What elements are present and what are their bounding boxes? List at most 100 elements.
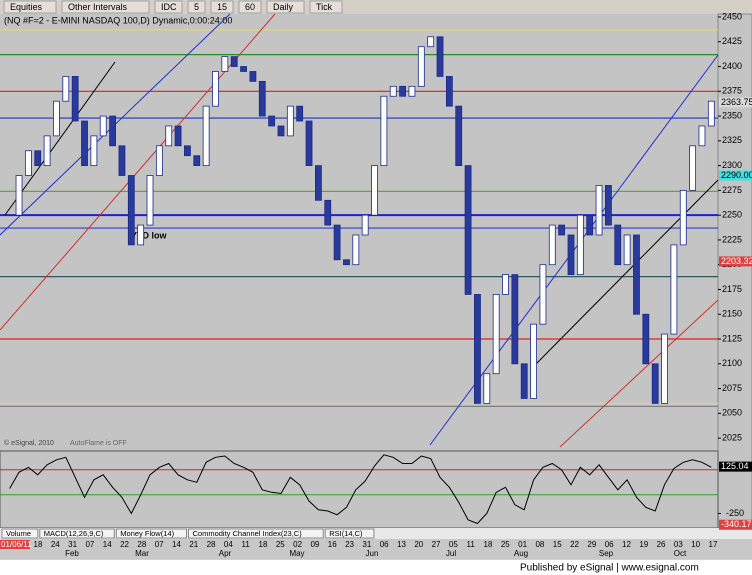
candle bbox=[127, 175, 135, 246]
candle bbox=[277, 125, 285, 137]
toolbar-label[interactable]: 60 bbox=[245, 2, 255, 12]
candle bbox=[212, 71, 219, 107]
toolbar-label[interactable]: Daily bbox=[273, 2, 294, 12]
candle bbox=[389, 85, 397, 97]
x-tick-label: 07 bbox=[155, 540, 164, 549]
toolbar-button[interactable] bbox=[61, 0, 150, 14]
y-tick-label: 2100 bbox=[722, 358, 742, 368]
x-tick-label: 21 bbox=[189, 540, 198, 549]
candle bbox=[417, 46, 425, 87]
toolbar-button[interactable] bbox=[3, 0, 57, 14]
month-label: Jul bbox=[446, 549, 456, 558]
x-tick-label: 31 bbox=[68, 540, 77, 549]
x-tick-label: 04 bbox=[224, 540, 233, 549]
x-tick-label: 13 bbox=[397, 540, 406, 549]
x-tick-label: 07 bbox=[85, 540, 94, 549]
trendline bbox=[4, 61, 116, 216]
toolbar-button[interactable] bbox=[266, 0, 305, 14]
start-date: 01/06/11 bbox=[1, 540, 32, 549]
trendline bbox=[0, 13, 276, 331]
tab[interactable] bbox=[324, 528, 375, 539]
candle bbox=[315, 165, 322, 201]
date-axis bbox=[0, 539, 752, 559]
candle bbox=[380, 95, 388, 167]
candle bbox=[99, 115, 107, 137]
price-label-box bbox=[719, 170, 752, 181]
tab[interactable] bbox=[115, 528, 187, 539]
x-tick-label: 18 bbox=[259, 540, 268, 549]
candle bbox=[586, 214, 594, 236]
candle bbox=[474, 294, 481, 404]
x-tick-label: 03 bbox=[674, 540, 683, 549]
candle bbox=[333, 224, 341, 261]
tab-label[interactable]: Money Flow(14) bbox=[120, 529, 174, 538]
tab-label[interactable]: MACD(12,26,9,C) bbox=[44, 529, 104, 538]
candle bbox=[361, 214, 369, 236]
x-tick-label: 06 bbox=[605, 540, 614, 549]
month-label: Sep bbox=[599, 549, 614, 558]
x-tick-label: 05 bbox=[449, 540, 458, 549]
x-tick-label: 06 bbox=[380, 540, 389, 549]
x-tick-label: 25 bbox=[501, 540, 510, 549]
toolbar-label[interactable]: Equities bbox=[10, 2, 43, 12]
candle bbox=[371, 165, 378, 216]
candle bbox=[305, 120, 313, 167]
footer: Published by eSignal | www.esignal.com bbox=[520, 563, 699, 574]
tab[interactable] bbox=[39, 528, 115, 539]
tab-label[interactable]: Volume bbox=[6, 529, 31, 538]
candle bbox=[698, 125, 706, 147]
toolbar-button[interactable] bbox=[210, 0, 234, 14]
toolbar-label[interactable]: Tick bbox=[316, 2, 333, 12]
candle bbox=[576, 214, 584, 276]
tab[interactable] bbox=[1, 528, 39, 539]
toolbar-label[interactable]: 15 bbox=[217, 2, 227, 12]
candle bbox=[427, 36, 435, 48]
candle bbox=[623, 234, 631, 266]
candle bbox=[539, 264, 547, 325]
x-tick-label: 23 bbox=[345, 540, 354, 549]
x-tick-label: 08 bbox=[535, 540, 544, 549]
candle bbox=[118, 145, 126, 176]
y-tick-label: 2425 bbox=[722, 36, 742, 46]
candle bbox=[595, 185, 603, 236]
candle bbox=[202, 105, 210, 167]
candle bbox=[81, 120, 88, 167]
x-tick-label: 11 bbox=[467, 540, 476, 549]
toolbar-label[interactable]: Other Intervals bbox=[68, 2, 128, 12]
toolbar-button[interactable] bbox=[154, 0, 183, 14]
tab-label[interactable]: Commodity Channel Index(23,C) bbox=[193, 529, 303, 538]
toolbar-label[interactable]: 5 bbox=[194, 2, 199, 12]
candle bbox=[530, 323, 537, 399]
y-tick-label: 2250 bbox=[722, 210, 742, 220]
candle bbox=[53, 100, 60, 137]
x-tick-label: 17 bbox=[709, 540, 718, 549]
tab[interactable] bbox=[188, 528, 324, 539]
candle bbox=[165, 125, 173, 147]
candle bbox=[679, 189, 687, 246]
candle bbox=[343, 259, 350, 266]
y-tick-label: 2050 bbox=[722, 408, 742, 418]
candle bbox=[483, 373, 491, 404]
price-label: 2290.00 bbox=[721, 170, 752, 180]
month-label: Feb bbox=[65, 549, 79, 558]
toolbar-button[interactable] bbox=[309, 0, 343, 14]
tab-label[interactable]: RSI(14,C) bbox=[329, 529, 363, 538]
y-tick-label: 2175 bbox=[722, 284, 742, 294]
toolbar-button[interactable] bbox=[187, 0, 206, 14]
candle bbox=[62, 76, 70, 102]
candle bbox=[90, 135, 98, 167]
y-tick-label: 2300 bbox=[722, 160, 742, 170]
toolbar-label[interactable]: IDC bbox=[161, 2, 177, 12]
tab-bar bbox=[0, 528, 752, 539]
candle bbox=[146, 175, 154, 226]
candle bbox=[567, 234, 575, 276]
candle bbox=[174, 125, 182, 147]
month-label: Oct bbox=[674, 549, 687, 558]
toolbar-button[interactable] bbox=[238, 0, 262, 14]
candle bbox=[43, 135, 51, 167]
annotation: YTD low bbox=[131, 230, 167, 240]
y-tick-label: 2350 bbox=[722, 110, 742, 120]
candle bbox=[661, 333, 668, 404]
osc-label-box bbox=[719, 519, 752, 530]
month-label: May bbox=[289, 549, 304, 558]
